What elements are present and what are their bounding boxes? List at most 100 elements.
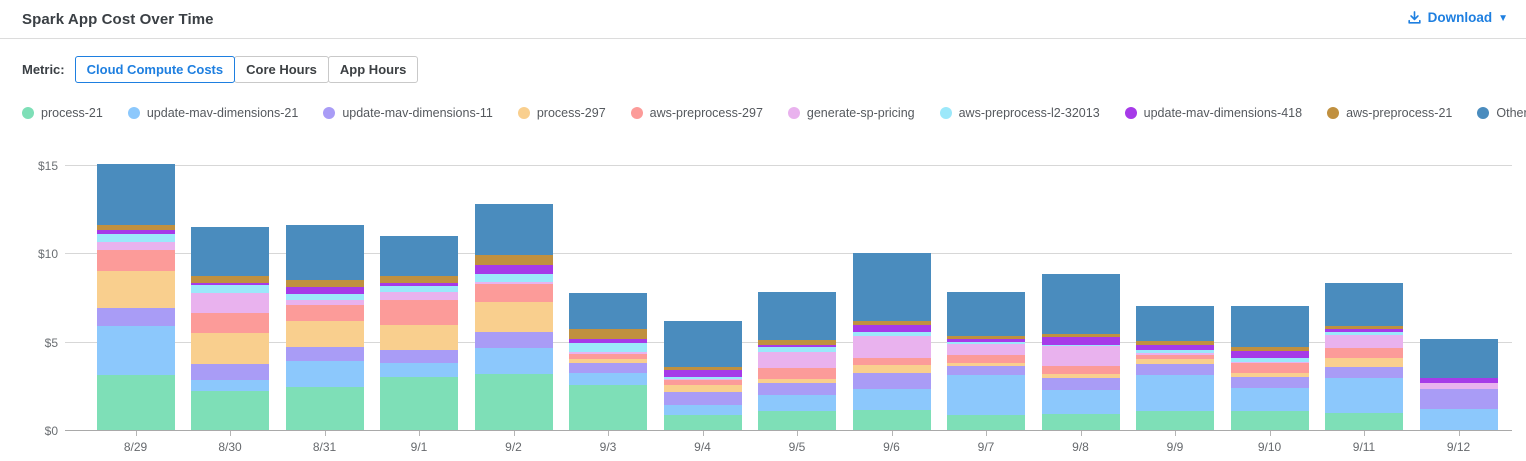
bar-segment-update-mav-dimensions-11[interactable] (569, 362, 647, 374)
bar-segment-aws-preprocess-l2-32013[interactable] (380, 286, 458, 293)
bar-segment-process-297[interactable] (852, 364, 931, 374)
bar-segment-update-mav-dimensions-11[interactable] (947, 365, 1025, 376)
bar-segment-update-mav-dimensions-21[interactable] (1041, 390, 1120, 415)
bar-segment-aws-preprocess-297[interactable] (947, 354, 1025, 363)
bar-segment-other[interactable] (1136, 305, 1214, 341)
bar-segment-aws-preprocess-l2-32013[interactable] (569, 343, 647, 353)
bar-segment-process-21[interactable] (663, 414, 742, 430)
bar-segment-update-mav-dimensions-418[interactable] (1419, 377, 1498, 384)
bar-segment-other[interactable] (758, 292, 836, 340)
bar-9/11[interactable] (1325, 283, 1403, 430)
bar-segment-update-mav-dimensions-21[interactable] (1419, 408, 1498, 430)
bar-segment-update-mav-dimensions-21[interactable] (191, 379, 269, 392)
bar-segment-process-21[interactable] (191, 391, 269, 430)
legend-item-other[interactable]: Other (1477, 106, 1526, 120)
bar-segment-process-297[interactable] (96, 271, 175, 309)
bar-segment-aws-preprocess-21[interactable] (1230, 347, 1309, 351)
bar-segment-update-mav-dimensions-11[interactable] (1325, 367, 1403, 378)
bar-segment-other[interactable] (1041, 273, 1120, 334)
bar-9/10[interactable] (1230, 306, 1309, 430)
bar-segment-aws-preprocess-l2-32013[interactable] (1136, 349, 1214, 354)
bar-segment-generate-sp-pricing[interactable] (663, 378, 742, 380)
bar-segment-update-mav-dimensions-418[interactable] (663, 369, 742, 378)
metric-option-core-hours[interactable]: Core Hours (234, 56, 329, 83)
bar-segment-process-21[interactable] (1325, 413, 1403, 430)
bar-9/12[interactable] (1419, 339, 1498, 430)
legend-item-update-mav-dimensions-21[interactable]: update-mav-dimensions-21 (127, 106, 298, 120)
bar-segment-process-21[interactable] (474, 374, 553, 430)
bar-segment-process-21[interactable] (96, 375, 175, 430)
bar-segment-process-21[interactable] (758, 411, 836, 430)
bar-segment-update-mav-dimensions-11[interactable] (1419, 388, 1498, 409)
bar-segment-update-mav-dimensions-418[interactable] (1041, 337, 1120, 346)
bar-segment-generate-sp-pricing[interactable] (852, 335, 931, 358)
bar-9/3[interactable] (569, 293, 647, 430)
bar-segment-update-mav-dimensions-21[interactable] (474, 347, 553, 375)
bar-segment-aws-preprocess-21[interactable] (1325, 325, 1403, 330)
bar-segment-update-mav-dimensions-11[interactable] (380, 349, 458, 363)
bar-segment-aws-preprocess-21[interactable] (285, 279, 364, 287)
bar-segment-other[interactable] (663, 320, 742, 368)
bar-segment-update-mav-dimensions-11[interactable] (1041, 377, 1120, 391)
bar-segment-update-mav-dimensions-11[interactable] (191, 363, 269, 380)
bar-9/6[interactable] (852, 253, 931, 430)
bar-segment-process-297[interactable] (663, 384, 742, 393)
bar-segment-aws-preprocess-297[interactable] (1136, 354, 1214, 360)
legend-item-update-mav-dimensions-418[interactable]: update-mav-dimensions-418 (1124, 106, 1302, 120)
bar-segment-generate-sp-pricing[interactable] (380, 292, 458, 301)
legend-item-aws-preprocess-21[interactable]: aws-preprocess-21 (1327, 106, 1452, 120)
bar-segment-update-mav-dimensions-418[interactable] (96, 230, 175, 234)
bar-segment-aws-preprocess-21[interactable] (852, 321, 931, 325)
bar-segment-process-21[interactable] (1230, 411, 1309, 430)
bar-segment-generate-sp-pricing[interactable] (96, 241, 175, 250)
bar-8/31[interactable] (285, 225, 364, 430)
bar-segment-aws-preprocess-297[interactable] (758, 368, 836, 379)
bar-segment-aws-preprocess-21[interactable] (191, 275, 269, 283)
bar-segment-update-mav-dimensions-21[interactable] (569, 373, 647, 385)
bar-segment-aws-preprocess-l2-32013[interactable] (947, 341, 1025, 345)
metric-option-app-hours[interactable]: App Hours (327, 56, 419, 83)
bar-segment-update-mav-dimensions-21[interactable] (285, 361, 364, 387)
metric-option-cloud-compute-costs[interactable]: Cloud Compute Costs (74, 56, 236, 83)
bar-segment-process-21[interactable] (380, 377, 458, 430)
bar-segment-update-mav-dimensions-418[interactable] (569, 339, 647, 344)
bar-segment-aws-preprocess-21[interactable] (758, 339, 836, 346)
bar-segment-aws-preprocess-l2-32013[interactable] (191, 285, 269, 294)
bar-segment-update-mav-dimensions-11[interactable] (852, 373, 931, 390)
bar-segment-generate-sp-pricing[interactable] (947, 344, 1025, 355)
legend-item-generate-sp-pricing[interactable]: generate-sp-pricing (787, 106, 915, 120)
bar-segment-other[interactable] (1230, 306, 1309, 348)
bar-segment-process-297[interactable] (191, 332, 269, 364)
download-button[interactable]: Download ▼ (1407, 10, 1508, 25)
legend-item-update-mav-dimensions-11[interactable]: update-mav-dimensions-11 (323, 106, 493, 120)
bar-segment-update-mav-dimensions-418[interactable] (947, 339, 1025, 342)
bar-segment-aws-preprocess-l2-32013[interactable] (663, 377, 742, 379)
bar-segment-update-mav-dimensions-11[interactable] (663, 392, 742, 406)
bar-segment-process-297[interactable] (285, 321, 364, 347)
bar-segment-aws-preprocess-21[interactable] (474, 255, 553, 265)
legend-item-aws-preprocess-297[interactable]: aws-preprocess-297 (630, 106, 763, 120)
bar-segment-update-mav-dimensions-11[interactable] (1230, 377, 1309, 388)
bar-segment-aws-preprocess-l2-32013[interactable] (474, 273, 553, 282)
bar-segment-process-21[interactable] (1136, 410, 1214, 430)
bar-segment-update-mav-dimensions-418[interactable] (1325, 329, 1403, 332)
bar-segment-update-mav-dimensions-418[interactable] (285, 286, 364, 295)
bar-9/4[interactable] (663, 320, 742, 430)
bar-segment-aws-preprocess-l2-32013[interactable] (1325, 332, 1403, 335)
bar-segment-aws-preprocess-297[interactable] (474, 284, 553, 302)
bar-segment-aws-preprocess-297[interactable] (191, 312, 269, 333)
bar-segment-generate-sp-pricing[interactable] (1041, 346, 1120, 366)
bar-segment-process-297[interactable] (1136, 359, 1214, 364)
bar-segment-process-297[interactable] (1230, 372, 1309, 378)
bar-segment-update-mav-dimensions-21[interactable] (663, 405, 742, 415)
bar-segment-aws-preprocess-21[interactable] (947, 335, 1025, 340)
legend-item-process-21[interactable]: process-21 (22, 106, 103, 120)
bar-segment-generate-sp-pricing[interactable] (758, 352, 836, 369)
bar-segment-aws-preprocess-297[interactable] (569, 354, 647, 360)
bar-9/5[interactable] (758, 292, 836, 430)
bar-9/2[interactable] (474, 203, 553, 430)
bar-segment-aws-preprocess-297[interactable] (1325, 347, 1403, 358)
bar-segment-aws-preprocess-297[interactable] (663, 379, 742, 385)
bar-segment-generate-sp-pricing[interactable] (1230, 362, 1309, 363)
bar-segment-process-297[interactable] (947, 362, 1025, 366)
